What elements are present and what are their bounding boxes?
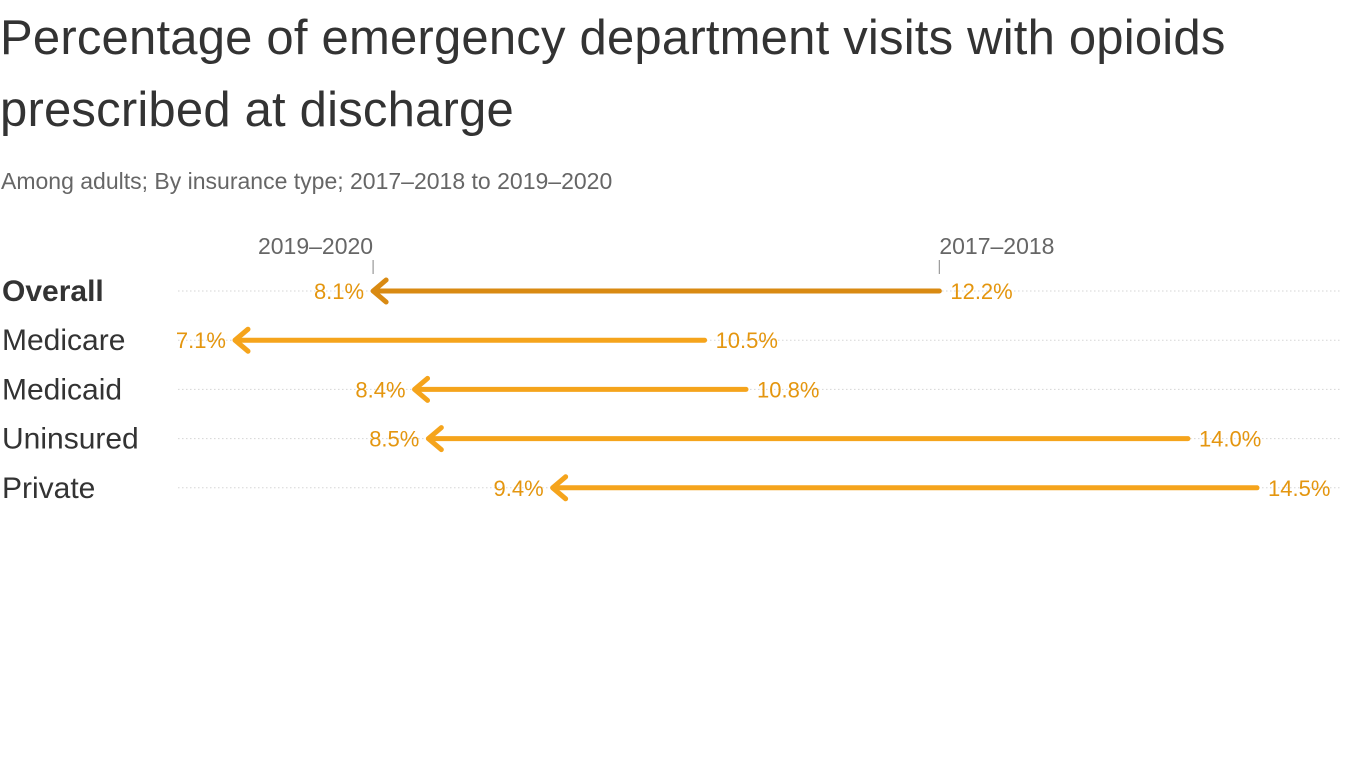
chart-subtitle: Among adults; By insurance type; 2017–20… [1, 168, 613, 194]
arrow-head-overall [370, 277, 389, 305]
end-value-label-overall: 8.1% [314, 279, 364, 304]
period-label-start: 2017–2018 [939, 233, 1054, 259]
start-value-label-medicaid: 10.8% [757, 377, 819, 402]
arrow-head-medicaid [412, 375, 431, 403]
period-label-end: 2019–2020 [258, 233, 373, 259]
start-value-label-medicare: 10.5% [716, 328, 778, 353]
arrow-chart: 2019–2020 2017–2018 Overall 12.2% 8.1% Medica… [2, 233, 1340, 505]
end-value-label-medicaid: 8.4% [355, 377, 405, 402]
category-label-medicaid: Medicaid [2, 373, 122, 406]
start-value-label-private: 14.5% [1268, 476, 1330, 501]
end-value-label-uninsured: 8.5% [369, 427, 419, 452]
arrow-head-private [550, 474, 569, 502]
arrow-head-medicare [232, 326, 251, 354]
category-label-uninsured: Uninsured [2, 423, 139, 456]
category-label-overall: Overall [2, 275, 104, 308]
arrow-head-uninsured [425, 425, 444, 453]
category-label-medicare: Medicare [2, 324, 125, 357]
start-value-label-uninsured: 14.0% [1199, 427, 1261, 452]
end-value-label-medicare: 7.1% [176, 328, 226, 353]
end-value-label-private: 9.4% [493, 476, 543, 501]
chart-title: Percentage of emergency department visit… [0, 11, 1226, 137]
start-value-label-overall: 12.2% [950, 279, 1012, 304]
category-label-private: Private [2, 472, 95, 505]
